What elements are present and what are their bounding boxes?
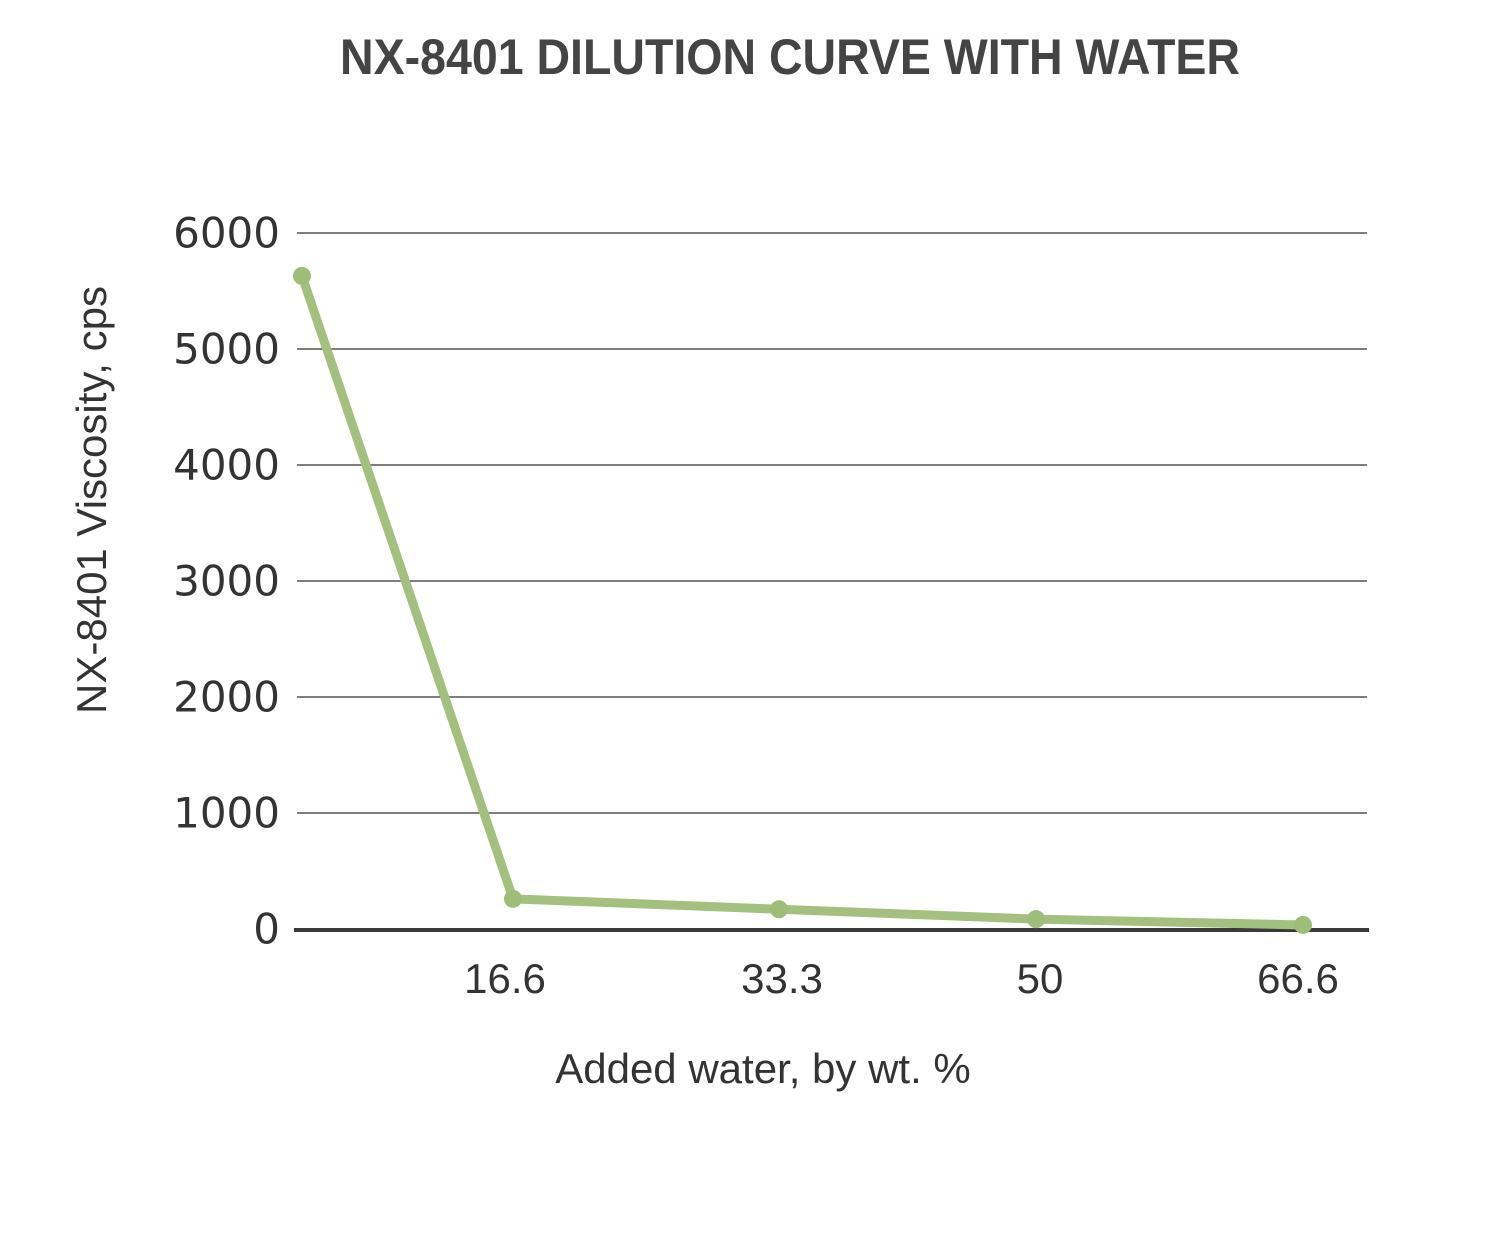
data-point-marker <box>1027 910 1045 929</box>
y-tick-label: 6000 <box>173 208 280 258</box>
y-tick-label: 2000 <box>173 672 280 722</box>
data-point-marker <box>293 266 311 285</box>
x-tick-label: 33.3 <box>741 955 823 1002</box>
y-tick-label: 1000 <box>173 788 280 838</box>
series-line <box>297 271 1308 930</box>
x-tick-label: 16.6 <box>464 955 546 1002</box>
chart-title: NX-8401 DILUTION CURVE WITH WATER <box>340 29 1240 85</box>
data-point-marker <box>504 889 522 908</box>
data-series <box>293 266 1312 934</box>
y-tick-label: 4000 <box>173 440 280 490</box>
x-tick-label: 50 <box>1016 955 1064 1002</box>
gridlines <box>297 232 1367 814</box>
x-tick-label: 66.6 <box>1257 955 1339 1002</box>
y-tick-label: 5000 <box>173 324 280 374</box>
x-axis-label: Added water, by wt. % <box>555 1045 971 1092</box>
data-point-marker <box>770 900 788 919</box>
y-tick-label: 3000 <box>173 556 280 606</box>
data-point-marker <box>1294 915 1312 934</box>
y-tick-label: 0 <box>253 904 280 954</box>
